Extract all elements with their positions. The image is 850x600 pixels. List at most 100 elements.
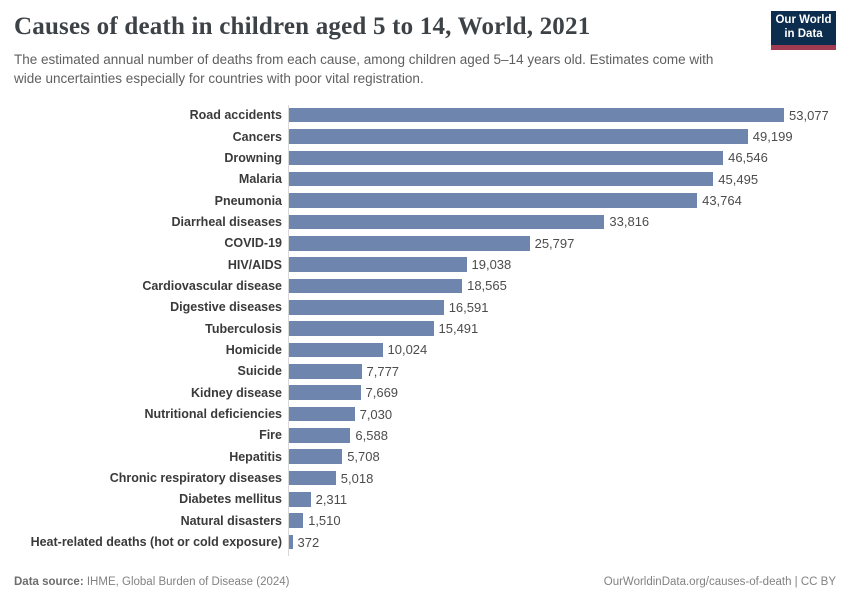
chart-row: Diabetes mellitus 2,311: [14, 489, 836, 510]
bar[interactable]: [289, 236, 530, 251]
value-label: 49,199: [752, 129, 793, 145]
bar[interactable]: [289, 428, 351, 443]
category-label: Hepatitis: [229, 449, 282, 464]
chart-title: Causes of death in children aged 5 to 14…: [14, 13, 591, 40]
category-label: Homicide: [225, 342, 282, 357]
category-label: Natural disasters: [180, 513, 282, 528]
value-label: 2,311: [315, 491, 348, 507]
row-plot: 43,764: [288, 193, 836, 208]
category-label: Cardiovascular disease: [142, 278, 282, 293]
category-label: Nutritional deficiencies: [144, 407, 282, 422]
bar[interactable]: [289, 129, 748, 144]
bar[interactable]: [289, 385, 361, 400]
row-plot: 372: [288, 535, 836, 550]
category-label: COVID-19: [224, 236, 282, 251]
chart-row: Fire 6,588: [14, 425, 836, 446]
value-label: 7,777: [366, 363, 400, 379]
bar[interactable]: [289, 321, 434, 336]
value-label: 15,491: [438, 321, 479, 337]
chart-row: Cardiovascular disease 18,565: [14, 275, 836, 296]
attribution-link[interactable]: OurWorldinData.org/causes-of-death | CC …: [603, 576, 836, 588]
category-label: Road accidents: [189, 108, 282, 123]
row-plot: 53,077: [288, 108, 836, 123]
bar[interactable]: [289, 107, 784, 123]
chart-row: Pneumonia 43,764: [14, 190, 836, 211]
bar[interactable]: [289, 300, 444, 315]
bar[interactable]: [289, 278, 463, 294]
chart-row: Malaria 45,495: [14, 169, 836, 190]
chart-rows: Road accidents 53,077 Cancers 49,199 Dro…: [14, 105, 836, 553]
value-label: 6,588: [355, 427, 388, 443]
data-source-text: IHME, Global Burden of Disease (2024): [83, 576, 290, 588]
footer: Data source: IHME, Global Burden of Dise…: [14, 576, 836, 588]
value-label: 19,038: [471, 257, 512, 273]
row-plot: 25,797: [288, 236, 836, 251]
chart-row: Chronic respiratory diseases 5,018: [14, 467, 836, 488]
category-label: Fire: [259, 428, 282, 443]
bar[interactable]: [289, 150, 724, 166]
chart-row: Hepatitis 5,708: [14, 446, 836, 467]
category-label: Suicide: [237, 364, 282, 379]
bar[interactable]: [289, 364, 362, 379]
chart-row: Heat-related deaths (hot or cold exposur…: [14, 531, 836, 552]
header-text: Causes of death in children aged 5 to 14…: [14, 13, 726, 89]
chart-row: COVID-19 25,797: [14, 233, 836, 254]
value-label: 5,708: [347, 449, 380, 465]
chart-row: Digestive diseases 16,591: [14, 297, 836, 318]
row-plot: 5,708: [288, 449, 836, 464]
chart-row: Diarrheal diseases 33,816: [14, 211, 836, 232]
row-plot: 33,816: [288, 214, 836, 229]
value-label: 33,816: [609, 214, 650, 230]
bar[interactable]: [289, 214, 605, 230]
value-label: 18,565: [467, 278, 507, 294]
value-label: 25,797: [534, 235, 575, 251]
category-label: Malaria: [238, 172, 282, 187]
bar[interactable]: [289, 257, 467, 272]
row-plot: 7,669: [288, 385, 836, 400]
bar[interactable]: [289, 342, 383, 358]
bar[interactable]: [289, 171, 714, 187]
row-plot: 15,491: [288, 321, 836, 336]
value-label: 10,024: [387, 342, 428, 358]
chart-row: HIV/AIDS 19,038: [14, 254, 836, 275]
bar[interactable]: [289, 513, 304, 528]
owid-logo-line2: in Data: [784, 28, 823, 40]
chart-subtitle: The estimated annual number of deaths fr…: [14, 51, 714, 86]
category-label: Kidney disease: [190, 385, 282, 400]
bar[interactable]: [289, 492, 311, 507]
category-label: Cancers: [232, 129, 282, 144]
row-plot: 18,565: [288, 278, 836, 293]
chart-row: Tuberculosis 15,491: [14, 318, 836, 339]
row-plot: 1,510: [288, 513, 836, 528]
row-plot: 10,024: [288, 342, 836, 357]
category-label: Diarrheal diseases: [171, 214, 283, 229]
row-plot: 19,038: [288, 257, 836, 272]
bar-chart: Road accidents 53,077 Cancers 49,199 Dro…: [14, 104, 836, 556]
data-source: Data source: IHME, Global Burden of Dise…: [14, 576, 290, 588]
row-plot: 46,546: [288, 150, 836, 165]
category-label: Diabetes mellitus: [179, 492, 282, 507]
value-label: 7,030: [359, 406, 393, 422]
bar[interactable]: [289, 193, 698, 208]
chart-row: Cancers 49,199: [14, 126, 836, 147]
value-label: 45,495: [718, 171, 759, 187]
category-label: Pneumonia: [214, 193, 282, 208]
bar[interactable]: [289, 406, 355, 422]
chart-row: Homicide 10,024: [14, 339, 836, 360]
bar[interactable]: [289, 449, 343, 464]
row-plot: 6,588: [288, 428, 836, 443]
owid-logo[interactable]: Our World in Data: [771, 11, 836, 50]
chart-row: Suicide 7,777: [14, 361, 836, 382]
value-label: 372: [297, 534, 320, 550]
bar[interactable]: [289, 470, 336, 486]
owid-logo-line1: Our World: [775, 14, 832, 27]
row-plot: 16,591: [288, 300, 836, 315]
chart-row: Nutritional deficiencies 7,030: [14, 403, 836, 424]
bar[interactable]: [289, 534, 293, 550]
value-label: 1,510: [308, 513, 341, 529]
category-label: Tuberculosis: [205, 321, 282, 336]
row-plot: 7,777: [288, 364, 836, 379]
chart-row: Natural disasters 1,510: [14, 510, 836, 531]
row-plot: 45,495: [288, 172, 836, 187]
